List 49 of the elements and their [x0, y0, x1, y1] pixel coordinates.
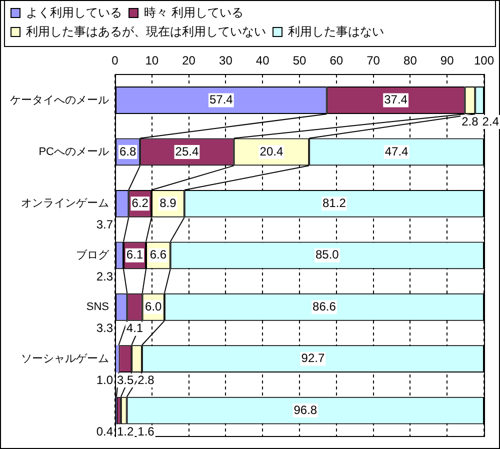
x-tick-label: 50 [292, 54, 306, 68]
x-tick-label: 30 [219, 54, 233, 68]
x-tick-label: 100 [474, 54, 494, 68]
data-label: 96.8 [294, 402, 318, 417]
data-label: 2.8 [138, 372, 155, 387]
legend-label: よく利用している [26, 5, 122, 20]
x-tick-label: 70 [366, 54, 380, 68]
data-label: 3.5 [116, 372, 134, 387]
data-label: 3.7 [96, 218, 114, 232]
y-tick-label: SNS [86, 301, 109, 314]
data-label: 37.4 [384, 92, 408, 107]
data-label: 6.2 [132, 196, 149, 210]
data-label: 2.4 [482, 114, 500, 128]
data-label: 47.4 [384, 144, 409, 158]
data-label: 3.3 [96, 321, 114, 336]
data-label: 0.4 [96, 424, 114, 439]
data-label: 1.6 [138, 424, 155, 439]
data-label: 2.3 [96, 269, 114, 284]
data-label: 2.8 [462, 114, 479, 128]
legend-label: 利用した事はあるが、現在は利用していない [26, 24, 266, 38]
data-label: 25.4 [175, 144, 199, 158]
y-tick-label: PCへのメール [38, 146, 109, 158]
data-label: 8.9 [160, 196, 177, 210]
data-label: 6.8 [119, 144, 136, 158]
data-label: 85.0 [315, 248, 340, 262]
legend-label: 時々 利用している [144, 5, 244, 20]
data-label: 92.7 [301, 351, 325, 366]
data-label: 57.4 [209, 92, 234, 107]
y-tick-label: ブログ [76, 248, 110, 262]
data-label: 4.1 [126, 321, 144, 336]
x-tick-label: 0 [112, 54, 119, 68]
data-label: 6.6 [150, 248, 167, 262]
y-tick-label: オンラインゲーム [21, 198, 109, 210]
data-label: 81.2 [322, 196, 346, 210]
x-tick-label: 40 [256, 54, 270, 68]
data-label: 6.1 [126, 248, 144, 262]
y-tick-label: ソーシャルゲーム [21, 352, 109, 365]
legend-label: 利用した事はない [288, 24, 384, 38]
x-tick-label: 60 [330, 54, 344, 68]
data-label: 86.6 [312, 299, 336, 314]
y-tick-label: ケータイへのメール [10, 94, 109, 106]
data-label: 1.2 [116, 424, 134, 439]
data-label: 6.0 [145, 299, 162, 314]
x-tick-label: 90 [440, 54, 454, 68]
x-tick-label: 10 [145, 54, 159, 68]
data-label: 20.4 [260, 144, 284, 158]
x-tick-label: 80 [404, 54, 418, 68]
data-label: 1.0 [96, 372, 114, 387]
x-tick-label: 20 [182, 54, 196, 68]
